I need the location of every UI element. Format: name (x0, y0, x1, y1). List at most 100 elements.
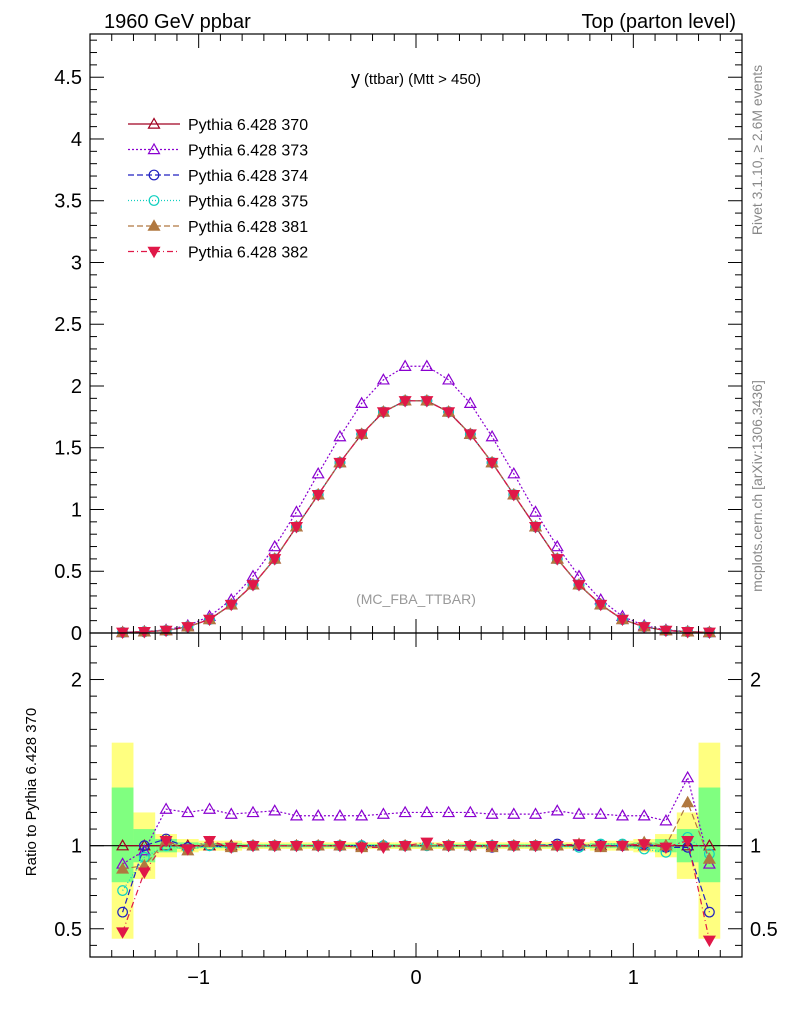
data-point (507, 466, 521, 479)
ratio-point (181, 805, 195, 818)
data-point (528, 505, 543, 517)
ratio-point (681, 835, 695, 848)
data-point (355, 396, 369, 409)
data-point (289, 522, 304, 534)
ratio-point (550, 804, 564, 816)
legend-label-0: Pythia 6.428 370 (188, 117, 308, 134)
ratio-point (528, 807, 543, 819)
data-point (224, 599, 238, 612)
ratio-point (615, 840, 630, 853)
ratio-point (355, 842, 369, 855)
ratio-point (159, 835, 173, 848)
ratio-point (420, 837, 434, 850)
rivet-label: Rivet 3.1.10, ≥ 2.6M events (749, 65, 765, 235)
ratio-point (572, 807, 586, 819)
ratio-point (681, 838, 695, 851)
ratio-point (637, 809, 651, 821)
ratio-point (463, 805, 477, 818)
ratio-y-tick-label-left: 2 (71, 670, 82, 692)
ratio-line-5 (122, 839, 710, 941)
ratio-point (116, 862, 130, 874)
ratio-point (485, 840, 499, 853)
ratio-point (442, 840, 456, 853)
ratio-point (572, 839, 586, 851)
legend-label-4: Pythia 6.428 381 (188, 219, 308, 236)
y-tick-label: 1.5 (54, 438, 82, 460)
ratio-point (268, 840, 282, 853)
y-tick-label: 3 (71, 252, 82, 274)
data-point (485, 429, 499, 442)
y-tick-label: 2 (71, 376, 82, 398)
ratio-point (289, 840, 304, 853)
data-point (268, 554, 282, 566)
ratio-point (138, 840, 150, 852)
ratio-point (116, 927, 130, 939)
ratio-frame (89, 632, 743, 958)
ratio-point (398, 805, 412, 818)
ratio-point (117, 906, 128, 918)
ratio-point (594, 840, 608, 853)
ratio-point (702, 852, 716, 864)
ratio-y-tick-label-left: 1 (71, 836, 82, 858)
data-point (159, 625, 173, 638)
series-line-5 (122, 400, 710, 633)
ratio-point (507, 807, 521, 819)
legend-label-1: Pythia 6.428 373 (188, 143, 308, 160)
legend-label-3: Pythia 6.428 375 (188, 194, 308, 211)
data-point (572, 580, 586, 592)
data-point (550, 554, 564, 566)
data-point (398, 396, 412, 408)
legend-label-5: Pythia 6.428 382 (188, 245, 308, 262)
ratio-point (137, 867, 151, 879)
data-point (615, 614, 630, 627)
ratio-point (594, 807, 608, 819)
ratio-point (398, 840, 412, 853)
mcplots-label: mcplots.cern.ch [arXiv:1306.3436] (749, 380, 765, 592)
data-point (268, 539, 282, 552)
header-right: Top (parton level) (581, 11, 736, 33)
ratio-y-tick-label-right: 2 (750, 670, 761, 692)
data-point (594, 599, 608, 612)
data-point (550, 539, 564, 552)
ratio-point (116, 838, 130, 851)
data-point (376, 407, 390, 419)
data-point (202, 614, 217, 627)
ratio-point (485, 807, 499, 819)
ratio-point (311, 809, 325, 821)
ratio-point (528, 840, 543, 853)
ratio-point (246, 805, 260, 818)
ratio-point (117, 885, 128, 896)
y-tick-label: 0 (71, 623, 82, 645)
data-point (246, 580, 260, 592)
ratio-point (463, 840, 477, 853)
y-tick-label: 2.5 (54, 314, 82, 336)
ratio-point (333, 809, 347, 821)
ratio-point (420, 805, 434, 818)
ratio-point (615, 809, 630, 821)
ratio-point (681, 770, 695, 783)
data-point (659, 625, 673, 638)
x-tick-label: −1 (187, 967, 210, 989)
legend-marker-2 (148, 169, 160, 181)
ratio-point (181, 844, 195, 856)
ratio-point (507, 840, 521, 853)
series-line-1 (122, 365, 710, 633)
ratio-line-4 (122, 800, 710, 870)
data-point (355, 429, 369, 441)
ratio-point (202, 835, 217, 848)
ratio-plot-panel: −1 0 1 0.5 0.5 1 1 2 2 (54, 632, 778, 989)
legend-marker-4 (147, 219, 161, 231)
title-main: y (351, 68, 360, 88)
ratio-point (289, 809, 304, 821)
data-point (333, 429, 347, 442)
data-point (376, 373, 390, 385)
data-point (311, 466, 325, 479)
ratio-point (550, 840, 564, 853)
ratio-band-green (111, 787, 134, 883)
ratio-point (442, 805, 456, 818)
ratio-point (355, 809, 369, 821)
plot-title: y (ttbar) (Mtt > 450) (351, 68, 481, 88)
ratio-band-green (698, 787, 721, 883)
ratio-point (159, 802, 173, 814)
